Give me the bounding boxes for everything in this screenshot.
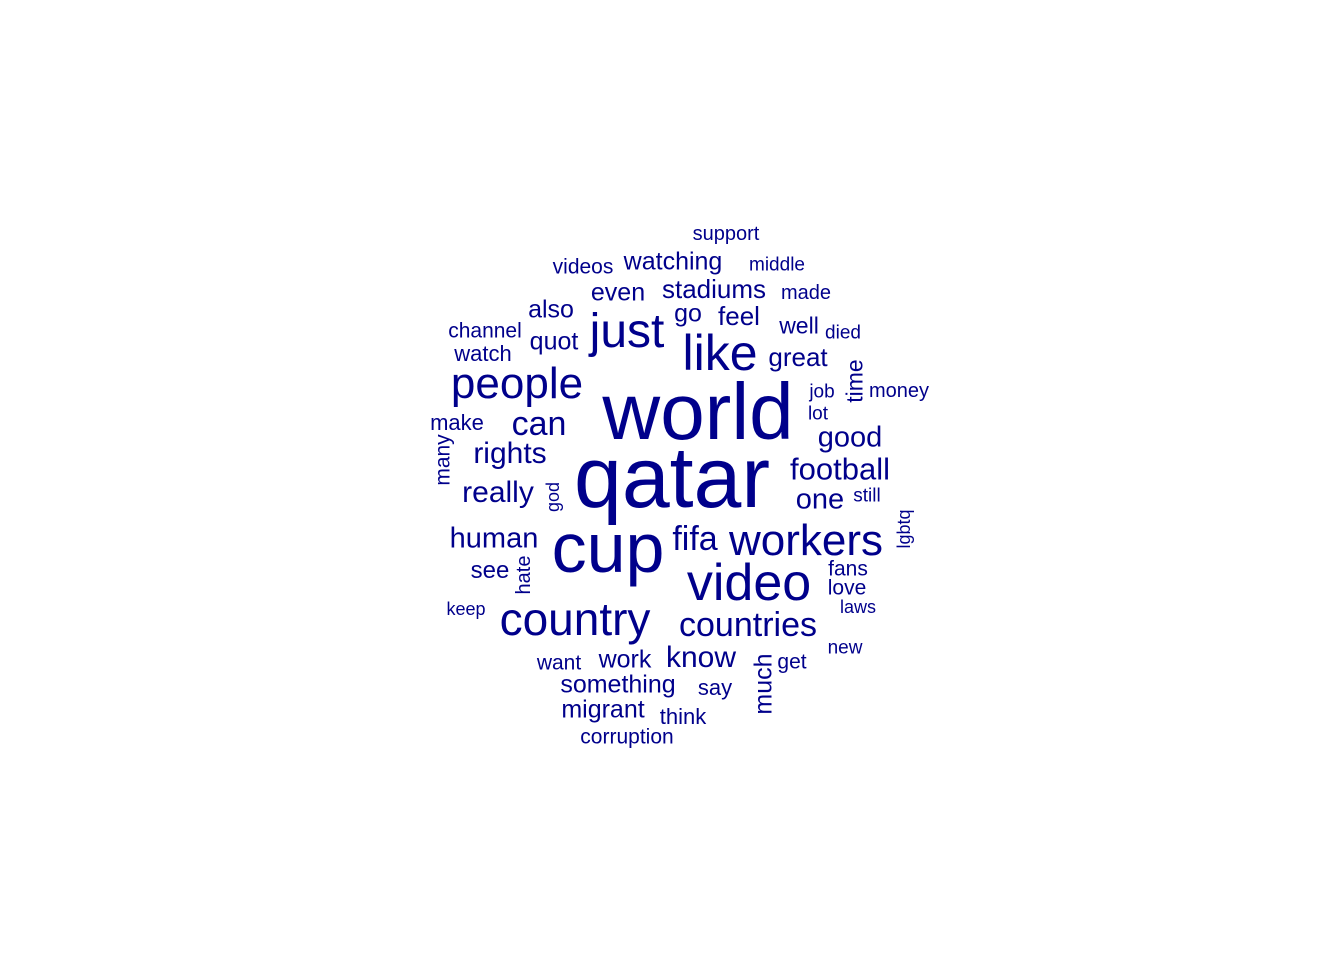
word-also: also [528, 295, 574, 324]
word-know: know [665, 641, 737, 674]
word-videos: videos [552, 255, 614, 279]
word-like: like [682, 325, 758, 381]
word-watch: watch [454, 341, 512, 366]
word-country: country [499, 593, 651, 645]
word-lot: lot [807, 403, 829, 425]
word-work: work [598, 645, 652, 674]
word-quot: quot [529, 327, 579, 356]
word-one: one [795, 483, 845, 516]
word-even: even [590, 278, 646, 307]
word-watching: watching [623, 247, 723, 276]
word-well: well [779, 312, 819, 339]
word-died: died [825, 322, 861, 344]
word-money: money [868, 380, 930, 402]
word-support: support [692, 223, 760, 245]
word-migrant: migrant [561, 695, 645, 724]
word-rights: rights [473, 437, 547, 470]
word-new: new [827, 637, 863, 659]
word-lgbtq: lgbtq [894, 509, 914, 549]
word-fifa: fifa [672, 520, 718, 558]
word-still: still [853, 485, 881, 507]
word-say: say [697, 675, 733, 700]
word-feel: feel [718, 301, 760, 331]
word-make: make [430, 410, 484, 435]
word-hate: hate [513, 555, 535, 595]
word-really: really [462, 476, 534, 509]
word-love: love [827, 576, 867, 600]
word-laws: laws [839, 597, 877, 617]
word-think: think [659, 704, 707, 729]
word-time: time [841, 359, 868, 403]
word-made: made [780, 282, 832, 304]
word-see: see [470, 557, 510, 584]
word-channel: channel [448, 319, 522, 343]
word-fans: fans [828, 557, 868, 581]
word-video: video [686, 554, 812, 612]
word-god: god [543, 481, 563, 513]
word-workers: workers [728, 516, 884, 565]
word-cup: cup [551, 509, 665, 587]
word-stadiums: stadiums [661, 274, 767, 304]
word-keep: keep [446, 599, 486, 619]
word-just: just [589, 305, 665, 358]
word-job: job [809, 381, 835, 403]
word-get: get [777, 650, 807, 674]
word-something: something [560, 670, 676, 699]
word-qatar: qatar [573, 430, 771, 526]
word-good: good [817, 421, 883, 454]
word-middle: middle [749, 254, 805, 276]
word-football: football [790, 451, 890, 487]
word-people: people [450, 359, 584, 408]
word-many: many [431, 434, 455, 486]
word-world: world [602, 367, 794, 456]
word-countries: countries [679, 606, 817, 644]
word-can: can [511, 405, 567, 443]
word-great: great [768, 342, 828, 372]
word-go: go [674, 299, 702, 328]
word-corruption: corruption [580, 725, 674, 749]
word-want: want [536, 651, 582, 675]
word-much: much [749, 653, 778, 715]
word-human: human [449, 522, 539, 555]
